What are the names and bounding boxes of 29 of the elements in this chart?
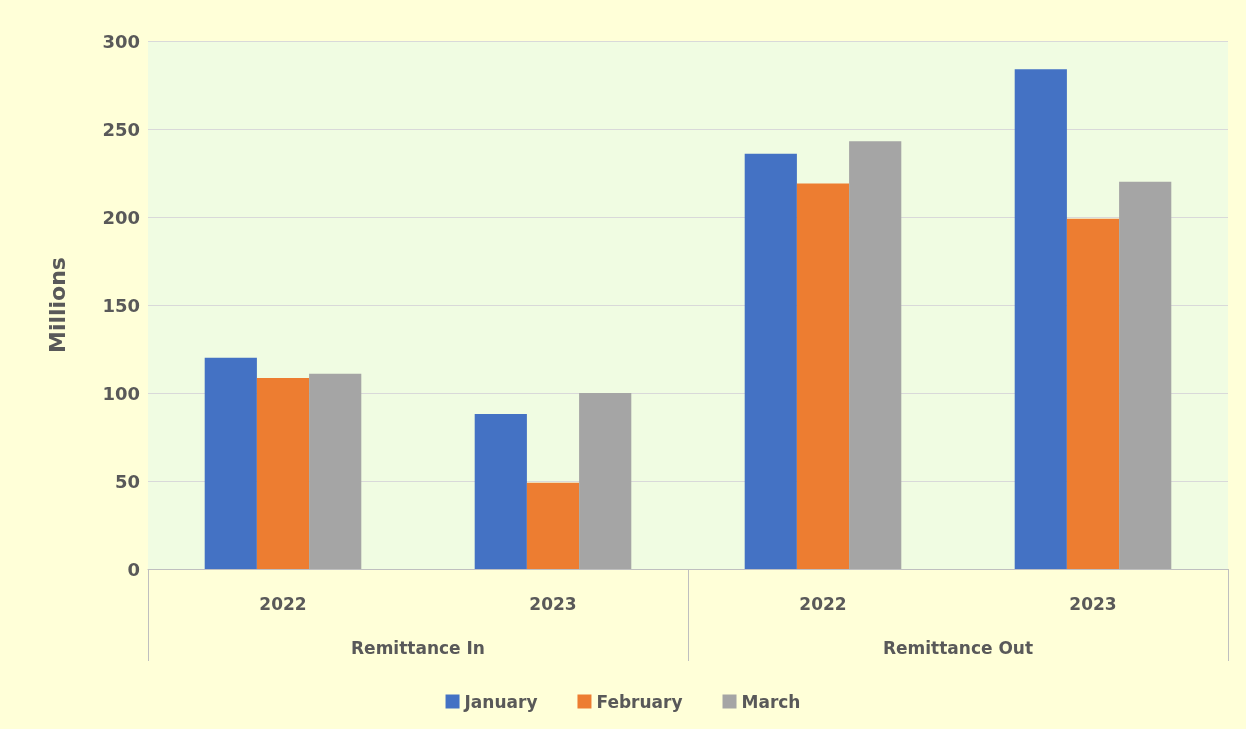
bar	[309, 373, 362, 569]
x-tick-label: 2022	[259, 593, 307, 614]
bar	[744, 153, 797, 569]
text: Remittance Out	[882, 637, 1034, 658]
x-tick-label: 2022	[799, 593, 847, 614]
y-tick-label: 150	[102, 294, 140, 316]
bar	[1119, 181, 1172, 569]
y-tick-label: 300	[102, 30, 140, 52]
y-tick-label: 50	[114, 470, 140, 492]
legend-label: March	[741, 691, 801, 712]
legend-label: February	[596, 691, 683, 712]
y-tick-label: 250	[102, 118, 140, 140]
x-tick-label: 2023	[1069, 593, 1117, 614]
bar	[204, 357, 257, 569]
legend-label: January	[463, 691, 538, 712]
bar	[579, 393, 632, 569]
bar	[256, 378, 310, 569]
bar	[526, 482, 580, 569]
bar	[796, 183, 850, 569]
y-tick-label: 100	[102, 382, 140, 404]
x-tick-label: 2023	[529, 593, 577, 614]
bar	[474, 414, 527, 569]
text: Remittance In	[351, 637, 485, 658]
bar	[1014, 69, 1067, 569]
bar	[849, 141, 902, 569]
y-tick-label: 0	[127, 558, 140, 580]
bar	[1066, 218, 1120, 569]
y-tick-label: 200	[102, 206, 140, 228]
y-axis-title: Millions	[44, 257, 70, 353]
